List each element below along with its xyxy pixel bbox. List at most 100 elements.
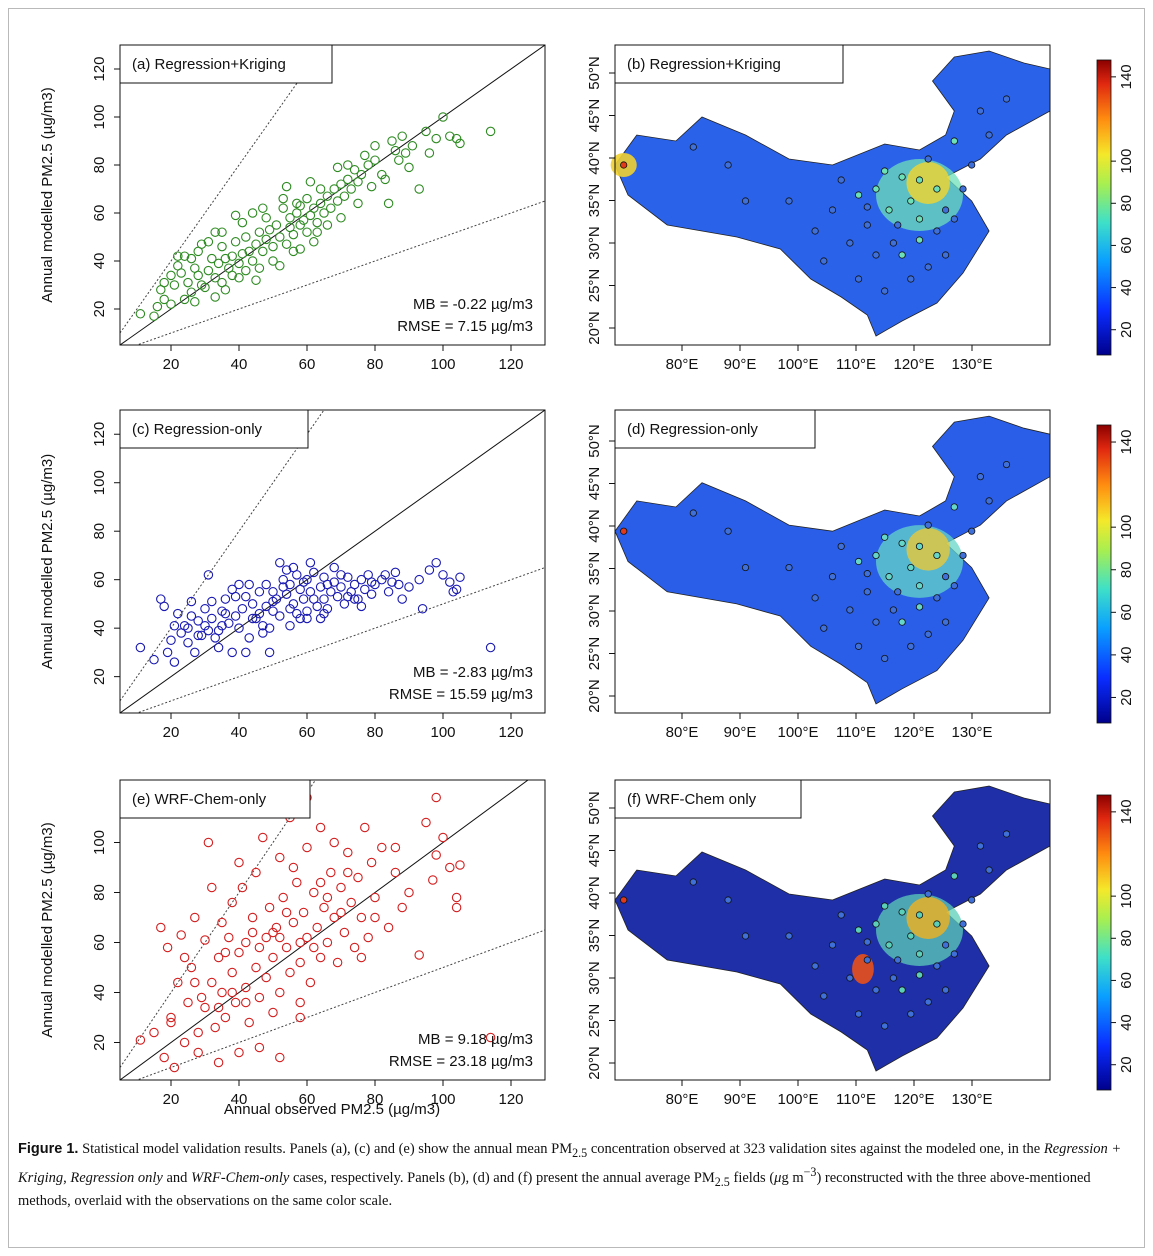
station-marker <box>828 573 837 581</box>
map-panel-0: 80°E 90°E 100°E 110°E 120°E 130°E 20°N 25°N 30°N… <box>586 44 1135 373</box>
data-point <box>220 947 231 958</box>
data-point <box>343 591 353 602</box>
station-marker <box>941 251 950 259</box>
colorbar-tick-label: 20 <box>1118 689 1135 706</box>
data-point <box>383 922 394 933</box>
data-point <box>397 131 407 141</box>
data-point <box>438 570 448 580</box>
station-marker <box>872 920 880 928</box>
station-marker <box>907 1010 915 1018</box>
data-point <box>421 817 431 828</box>
data-point <box>196 630 207 641</box>
station-marker <box>959 920 967 928</box>
data-point <box>190 647 200 658</box>
station-marker <box>933 227 941 235</box>
data-point <box>417 604 428 614</box>
figure-caption-text: Statistical model validation results. Pa… <box>18 1141 1122 1209</box>
data-point <box>186 962 197 973</box>
data-point <box>254 942 265 953</box>
data-point <box>217 241 227 252</box>
station-marker <box>854 275 863 283</box>
data-point <box>227 987 237 998</box>
data-point <box>268 606 278 616</box>
data-point <box>319 208 329 218</box>
lat-tick-label: 35°N <box>586 184 603 218</box>
data-point <box>431 557 441 568</box>
colorbar <box>1096 424 1112 724</box>
y-tick-label: 60 <box>91 571 108 588</box>
data-point <box>200 604 210 614</box>
station-marker <box>881 287 889 295</box>
y-tick-label: 20 <box>91 668 108 685</box>
data-point <box>336 213 346 223</box>
data-point <box>428 875 438 885</box>
data-point <box>217 227 227 237</box>
panel-label-box <box>119 409 309 449</box>
country-outline <box>614 785 1051 1072</box>
y-tick-label: 80 <box>91 523 108 540</box>
lon-tick-label: 100°E <box>777 724 818 741</box>
station-marker <box>894 221 902 229</box>
data-point <box>322 937 333 948</box>
data-point <box>281 565 292 575</box>
data-point <box>210 273 220 283</box>
data-point <box>370 912 380 923</box>
data-point <box>258 832 268 843</box>
data-point <box>336 570 346 580</box>
station-marker <box>968 527 976 535</box>
data-point <box>268 587 278 597</box>
data-point <box>196 239 207 249</box>
lat-tick-label: 30°N <box>586 961 603 995</box>
y-tick-label: 80 <box>91 157 108 174</box>
station-marker <box>924 263 932 271</box>
data-point <box>166 299 176 309</box>
colorbar-tick-label: 100 <box>1118 149 1135 174</box>
data-point <box>315 877 326 888</box>
data-point <box>200 1002 210 1013</box>
station-marker <box>941 573 950 581</box>
data-point <box>234 947 244 958</box>
data-point <box>169 1062 180 1073</box>
concentration-hotspot-inner <box>906 162 950 204</box>
data-point <box>326 867 336 878</box>
x-tick-label: 20 <box>163 724 180 741</box>
colorbar-tick-label: 40 <box>1118 647 1135 664</box>
lon-tick-label: 80°E <box>666 1091 699 1108</box>
data-point <box>366 181 377 192</box>
data-point <box>319 594 329 604</box>
lat-tick-label: 50°N <box>586 424 603 458</box>
data-point <box>159 1052 169 1063</box>
data-point <box>241 937 251 948</box>
station-marker <box>863 221 871 229</box>
station-marker <box>924 890 932 898</box>
one-to-one-line <box>120 410 545 713</box>
colorbar-tick-label: 100 <box>1118 884 1135 909</box>
data-point <box>203 265 214 276</box>
data-point <box>455 572 465 583</box>
data-point <box>353 198 363 209</box>
data-point <box>149 1027 159 1038</box>
station-marker <box>820 624 828 632</box>
station-marker <box>741 932 750 940</box>
y-tick-label: 120 <box>91 422 108 447</box>
data-point <box>343 867 353 878</box>
station-marker <box>854 642 863 650</box>
data-point <box>220 608 231 619</box>
data-point <box>166 1017 176 1028</box>
data-point <box>268 256 278 266</box>
data-point <box>285 967 295 978</box>
data-point <box>329 837 339 848</box>
station-marker <box>811 962 819 970</box>
y-tick-label: 120 <box>91 56 108 81</box>
station-marker <box>785 932 793 940</box>
data-point <box>220 285 231 295</box>
data-point <box>275 1052 285 1063</box>
data-point <box>288 562 299 573</box>
data-point <box>315 582 326 592</box>
data-point <box>288 599 299 609</box>
data-point <box>254 992 265 1003</box>
data-point <box>438 112 448 122</box>
data-point <box>251 239 261 249</box>
data-point <box>162 942 173 953</box>
data-point <box>336 882 346 893</box>
